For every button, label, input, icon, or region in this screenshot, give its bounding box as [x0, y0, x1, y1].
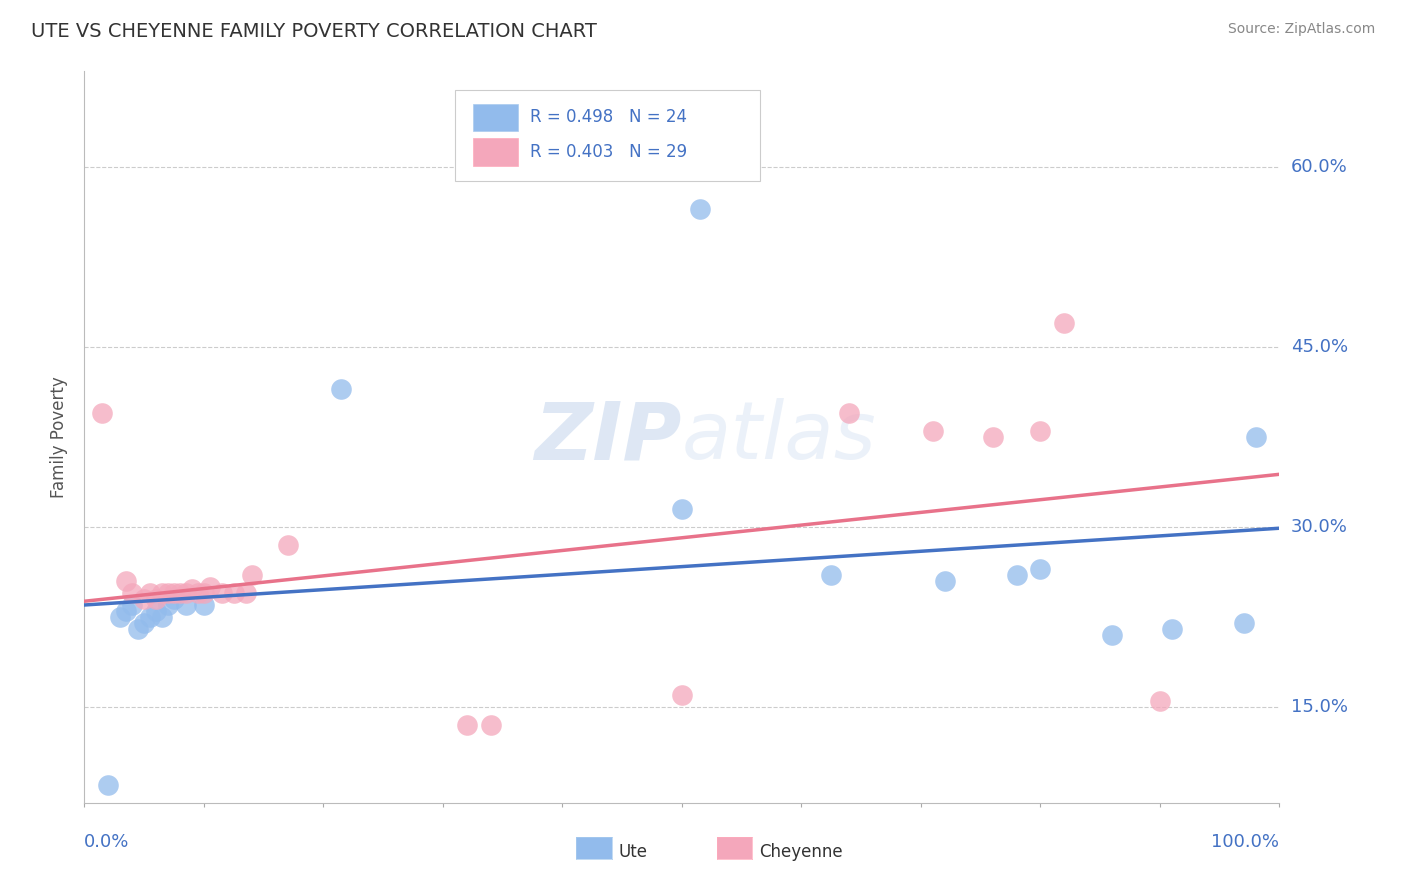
Point: [922, 424, 945, 438]
Y-axis label: Family Poverty: Family Poverty: [51, 376, 69, 498]
Point: [139, 610, 162, 624]
Text: 15.0%: 15.0%: [1291, 698, 1347, 716]
FancyBboxPatch shape: [472, 103, 519, 131]
Point: [820, 568, 842, 582]
Point: [127, 622, 149, 636]
Point: [150, 586, 173, 600]
Point: [145, 604, 167, 618]
FancyBboxPatch shape: [472, 138, 519, 166]
Text: UTE VS CHEYENNE FAMILY POVERTY CORRELATION CHART: UTE VS CHEYENNE FAMILY POVERTY CORRELATI…: [31, 22, 596, 41]
Point: [838, 406, 860, 420]
Text: ZIP: ZIP: [534, 398, 682, 476]
Point: [121, 598, 143, 612]
Point: [211, 586, 233, 600]
Point: [169, 586, 191, 600]
Point: [157, 598, 180, 612]
Point: [181, 582, 204, 597]
Point: [1233, 615, 1256, 630]
Point: [157, 586, 180, 600]
Point: [187, 586, 209, 600]
Point: [1244, 430, 1267, 444]
Point: [115, 604, 138, 618]
Point: [277, 538, 299, 552]
Point: [145, 591, 167, 606]
Text: Ute: Ute: [619, 843, 648, 861]
Text: Cheyenne: Cheyenne: [759, 843, 842, 861]
Point: [163, 586, 186, 600]
Point: [222, 586, 245, 600]
Point: [150, 610, 173, 624]
Point: [121, 586, 143, 600]
Text: R = 0.498   N = 24: R = 0.498 N = 24: [530, 109, 688, 127]
Point: [115, 574, 138, 588]
FancyBboxPatch shape: [456, 90, 759, 181]
Text: 100.0%: 100.0%: [1212, 833, 1279, 851]
Point: [240, 568, 263, 582]
Point: [132, 591, 156, 606]
Point: [330, 382, 353, 396]
Point: [1161, 622, 1184, 636]
Point: [198, 580, 221, 594]
Point: [1029, 424, 1052, 438]
Point: [1053, 316, 1076, 330]
Point: [671, 502, 693, 516]
Point: [97, 778, 120, 792]
Point: [1101, 628, 1123, 642]
Point: [689, 202, 711, 217]
Point: [479, 718, 502, 732]
Point: [981, 430, 1004, 444]
Text: 45.0%: 45.0%: [1291, 338, 1348, 356]
Text: R = 0.403   N = 29: R = 0.403 N = 29: [530, 143, 688, 161]
Point: [174, 586, 197, 600]
Point: [91, 406, 114, 420]
Point: [139, 586, 162, 600]
Text: 30.0%: 30.0%: [1291, 518, 1347, 536]
Text: Source: ZipAtlas.com: Source: ZipAtlas.com: [1227, 22, 1375, 37]
Point: [193, 598, 215, 612]
Point: [1005, 568, 1028, 582]
Text: 0.0%: 0.0%: [84, 833, 129, 851]
Point: [934, 574, 956, 588]
Point: [235, 586, 257, 600]
Point: [456, 718, 478, 732]
Point: [193, 586, 215, 600]
Point: [174, 598, 197, 612]
Point: [110, 610, 132, 624]
Point: [1149, 694, 1171, 708]
Point: [671, 688, 693, 702]
Text: 60.0%: 60.0%: [1291, 158, 1347, 177]
Point: [163, 591, 186, 606]
Point: [132, 615, 156, 630]
Text: atlas: atlas: [682, 398, 877, 476]
Point: [1029, 562, 1052, 576]
